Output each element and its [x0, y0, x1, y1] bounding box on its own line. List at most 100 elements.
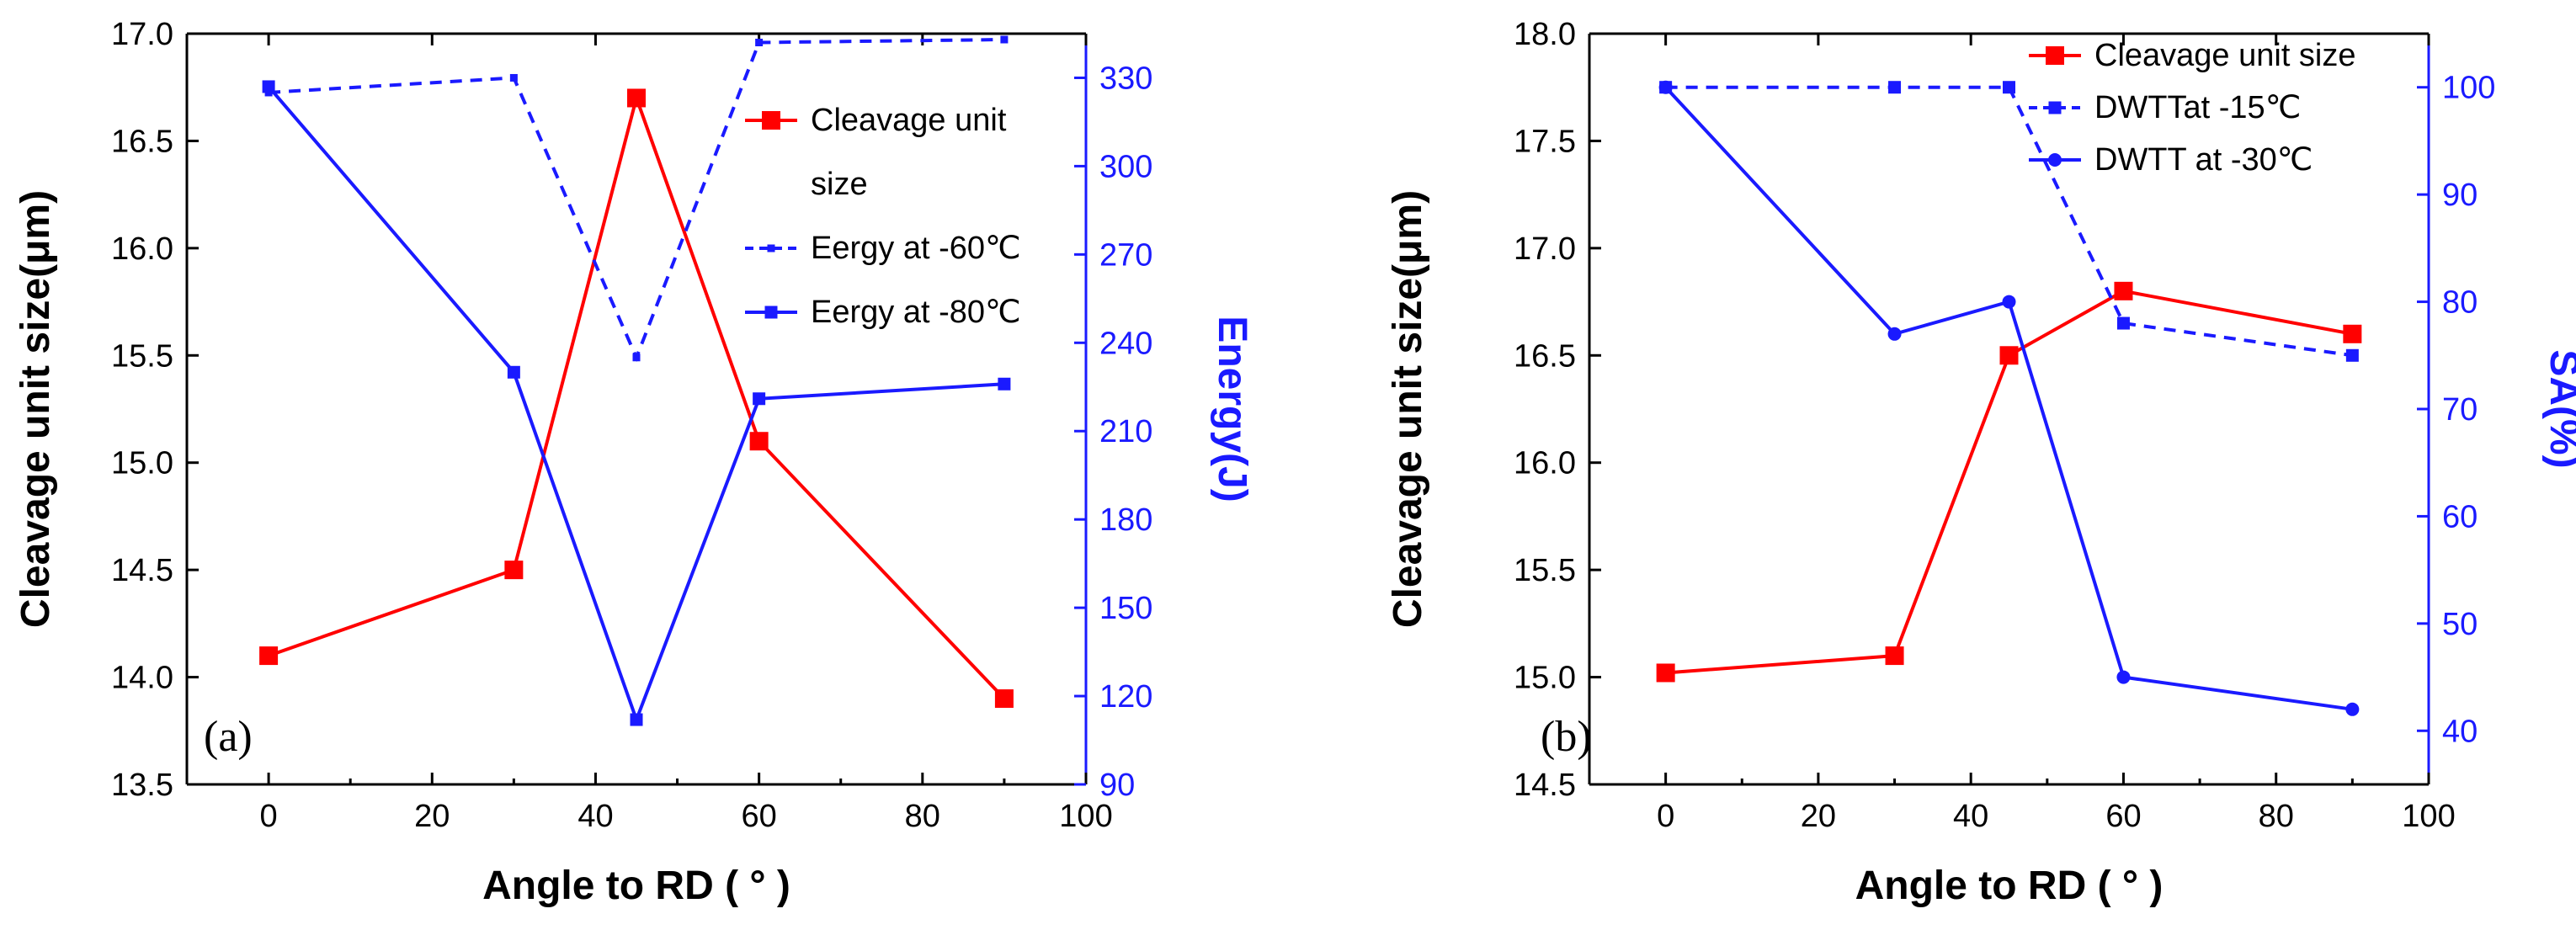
panel-a-legend-label: size: [811, 167, 868, 202]
panel-a-x-tick-label: 100: [1059, 799, 1112, 834]
panel-a-legend-swatch-marker: [762, 111, 780, 130]
panel-a-series-0: [259, 88, 1014, 709]
panel-b-y-tick-label: 18.0: [1514, 17, 1576, 52]
panel-a-y2-tick-label: 210: [1099, 414, 1152, 449]
panel-a-series-line-2: [267, 85, 1005, 725]
panel-a-legend: Cleavage unit size Eergy at -60℃ Eergy at -…: [745, 103, 1021, 330]
panel-a-x-tick-label: 20: [414, 799, 450, 834]
panel-b-legend-swatch-marker: [2046, 46, 2064, 65]
panel-b-series-2: [1658, 80, 2360, 716]
panel-a-x-axis-title: Angle to RD ( ° ): [482, 864, 790, 908]
panel-b-data-point: [1999, 346, 2019, 365]
panel-b-legend: Cleavage unit size DWTTat -15℃ DWTT at -30…: [2029, 38, 2356, 178]
panel-b-x-tick-label: 20: [1801, 799, 1836, 834]
panel-b-data-point: [1658, 80, 1673, 94]
panel-a-data-point: [630, 713, 643, 726]
panel-b-y2-tick-label: 90: [2442, 178, 2478, 213]
panel-b-y2-tick-label: 100: [2442, 71, 2495, 106]
panel-b-data-point: [2116, 670, 2131, 684]
panel-a-y2-tick-label: 300: [1099, 149, 1152, 184]
panel-b-data-point: [1888, 81, 1902, 94]
panel-b-y2-axis-title: SA(%): [2541, 349, 2576, 468]
panel-a-y2-axis-title: Energy(J): [1210, 316, 1254, 502]
panel-b-y-tick-label: 16.0: [1514, 446, 1576, 481]
panel-a-y-tick-label: 16.0: [111, 231, 173, 267]
panel-b-x-tick-label: 40: [1953, 799, 1988, 834]
panel-b-y-tick-label: 15.5: [1514, 553, 1576, 588]
panel-b-legend-label: DWTT at -30℃: [2094, 142, 2313, 178]
panel-a-y-axis-title: Cleavage unit size(μm): [13, 190, 58, 628]
panel-b-data-point: [2345, 702, 2360, 716]
panel-a-data-point: [259, 646, 279, 666]
panel-b-y-tick-label: 15.0: [1514, 661, 1576, 696]
panel-a-data-point: [749, 432, 769, 451]
panel-a-data-point: [509, 73, 518, 82]
panel-a-series-2: [262, 80, 1011, 726]
panel-b-data-point: [2345, 348, 2359, 362]
panel-b-data-point: [2003, 81, 2015, 94]
panel-a-y2-tick-label: 330: [1099, 61, 1152, 96]
panel-a-data-point: [1000, 35, 1009, 44]
panel-a-y-tick-label: 14.5: [111, 553, 173, 588]
panel-a-data-point: [632, 353, 641, 362]
panel-a-panel-label: (a): [204, 713, 253, 761]
panel-b-y-tick-label: 14.5: [1514, 768, 1576, 803]
panel-a-y2-tick-label: 90: [1099, 768, 1135, 803]
panel-a-data-point: [507, 365, 520, 379]
panel-a-series-line-0: [268, 92, 1006, 700]
panel-b-y2-tick-label: 40: [2442, 714, 2478, 749]
panel-a-data-point: [627, 88, 646, 108]
panel-a-y2-tick-label: 180: [1099, 502, 1152, 538]
panel-a-y-tick-label: 15.5: [111, 338, 173, 374]
panel-b-legend-label: DWTTat -15℃: [2094, 90, 2301, 125]
panel-a-y2-tick-label: 150: [1099, 591, 1152, 626]
panel-b-y2-tick-label: 80: [2442, 285, 2478, 321]
panel-b-y2-tick-label: 60: [2442, 499, 2478, 534]
panel-b-y2-tick-label: 70: [2442, 392, 2478, 428]
panel-b-series-0: [1656, 281, 2362, 683]
panel-a-legend-label: Cleavage unit: [811, 103, 1007, 138]
panel-a-data-point: [504, 561, 524, 580]
panel-b-series-line-2: [1664, 86, 2353, 711]
panel-a-x-tick-label: 0: [260, 799, 278, 834]
panel-b-data-point: [2116, 316, 2130, 330]
panel-b-legend-swatch-marker: [2048, 101, 2062, 114]
panel-a-data-point: [755, 38, 764, 46]
panel-b-data-point: [1656, 663, 1675, 683]
panel-a-x-tick-label: 80: [905, 799, 940, 834]
panel-a-data-point: [998, 377, 1011, 391]
panel-a-y2-tick-label: 270: [1099, 237, 1152, 273]
panel-b-y-tick-label: 17.0: [1514, 231, 1576, 267]
panel-a-legend-swatch-marker: [764, 306, 778, 319]
panel-a-data-point: [262, 80, 275, 93]
panel-a-data-point: [994, 689, 1014, 709]
panel-b-y-tick-label: 17.5: [1514, 124, 1576, 159]
panel-a-legend-label: Eergy at -80℃: [811, 295, 1021, 330]
panel-a-y-tick-label: 13.5: [111, 768, 173, 803]
panel-b-y2-tick-label: 50: [2442, 607, 2478, 642]
panel-a-y-tick-label: 14.0: [111, 661, 173, 696]
panel-b-legend-label: Cleavage unit size: [2094, 38, 2356, 73]
panel-a-y-tick-label: 16.5: [111, 124, 173, 159]
panel-a-legend-swatch-marker: [767, 244, 775, 252]
panel-b-data-point: [1887, 327, 1902, 341]
panel-b-data-point: [1885, 646, 1904, 666]
panel-b-y-axis-title: Cleavage unit size(μm): [1386, 190, 1430, 628]
panel-b-x-tick-label: 80: [2259, 799, 2294, 834]
panel-a-y-tick-label: 17.0: [111, 17, 173, 52]
panel-b-x-axis-title: Angle to RD ( ° ): [1855, 864, 2164, 908]
chart-panel-b: 0 20 40 60 80 100 14.5 15.0 15.5 16.0 16.5 17.0 17.5…: [1386, 17, 2576, 908]
panel-a-x-tick-label: 40: [577, 799, 613, 834]
panel-b-panel-label: (b): [1541, 713, 1592, 761]
panel-a-y2-tick-label: 120: [1099, 679, 1152, 715]
panel-b-legend-swatch-marker: [2048, 153, 2062, 167]
panel-a-y2-tick-label: 240: [1099, 326, 1152, 361]
panel-b-x-tick-label: 100: [2402, 799, 2455, 834]
chart-panel-a: 0 20 40 60 80 100 13.5 14.0 14.5 15.0 15.5 16.0 16.5…: [13, 17, 1254, 908]
panel-b-y-tick-label: 16.5: [1514, 338, 1576, 374]
panel-a-x-tick-label: 60: [741, 799, 776, 834]
panel-b-x-tick-label: 0: [1657, 799, 1674, 834]
panel-a-y-tick-label: 15.0: [111, 446, 173, 481]
panel-a-legend-label: Eergy at -60℃: [811, 231, 1021, 266]
